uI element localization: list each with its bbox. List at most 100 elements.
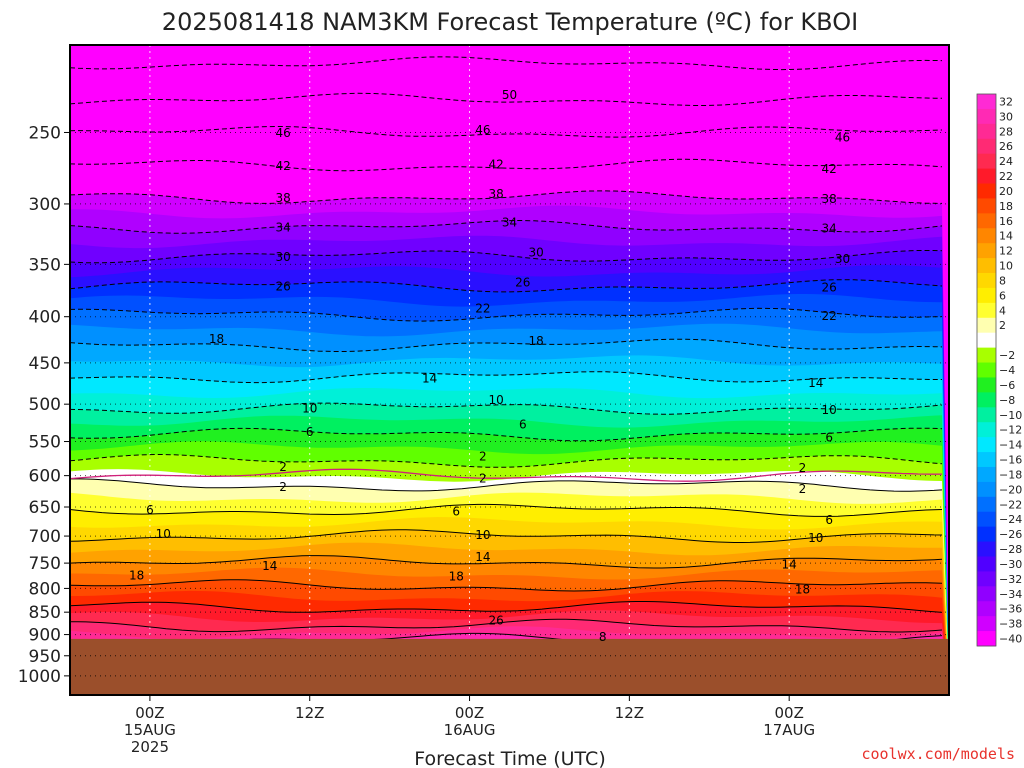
contour-label: 2 xyxy=(479,450,487,464)
credit-link[interactable]: coolwx.com/models xyxy=(861,745,1015,763)
colorbar-swatch xyxy=(977,243,996,259)
isotherm-line xyxy=(70,190,943,204)
plot-frame xyxy=(69,44,950,696)
colorbar-label: −38 xyxy=(999,618,1022,631)
y-tick-label: 700 xyxy=(29,527,61,547)
ground-mask xyxy=(70,638,949,695)
contour-label: 8 xyxy=(599,630,607,644)
x-tick-label: 12Z xyxy=(295,704,324,722)
contour-label: 30 xyxy=(528,245,543,259)
colorbar-swatch xyxy=(977,586,996,602)
contour-label: 10 xyxy=(156,527,171,541)
colorbar-label: −10 xyxy=(999,409,1022,422)
colorbar-swatch xyxy=(977,407,996,423)
contour-label: 18 xyxy=(449,569,464,583)
x-tick-label: 16AUG xyxy=(444,721,496,739)
y-axis: 250 300 350 400 450 500 550 600 650 700 750 800 850 9… xyxy=(18,123,70,687)
colorbar-label: −20 xyxy=(999,483,1022,496)
contour-label: 6 xyxy=(519,418,527,432)
contour-label: 34 xyxy=(275,220,290,234)
colorbar-swatch xyxy=(977,362,996,378)
x-axis-label: Forecast Time (UTC) xyxy=(414,748,605,768)
isotherm-line xyxy=(70,601,943,613)
contour-label: 42 xyxy=(489,158,504,172)
contour-label: 42 xyxy=(275,159,290,173)
contour-label: 46 xyxy=(475,123,490,137)
isotherm-line xyxy=(70,158,943,172)
colorbar-label: −16 xyxy=(999,454,1022,467)
colorbar-swatch xyxy=(977,422,996,438)
y-tick-label: 550 xyxy=(29,433,61,453)
contour-label: 26 xyxy=(821,281,836,295)
colorbar-swatch xyxy=(977,108,996,125)
y-tick-label: 600 xyxy=(29,467,61,487)
colorbar-swatch xyxy=(977,452,996,468)
freezing-line xyxy=(70,468,943,482)
colorbar-label: 22 xyxy=(999,170,1013,183)
y-tick-label: 650 xyxy=(29,498,61,518)
colorbar-label: 32 xyxy=(999,96,1013,109)
colorbar-swatch xyxy=(977,123,996,140)
colorbar-swatch xyxy=(977,481,996,498)
contour-label: 6 xyxy=(306,425,314,439)
contour-label: 46 xyxy=(835,131,850,145)
contour-label: 50 xyxy=(502,88,517,102)
colorbar-label: 20 xyxy=(999,185,1013,198)
isotherm-line xyxy=(70,338,943,352)
contour-label: 6 xyxy=(825,513,833,527)
isotherm-contours xyxy=(70,56,943,647)
contour-label: 34 xyxy=(821,222,836,236)
contour-label: 18 xyxy=(129,568,144,582)
colorbar-swatch xyxy=(977,631,996,647)
contour-label: 2 xyxy=(279,460,287,474)
x-tick-label: 17AUG xyxy=(763,721,815,739)
y-tick-label: 350 xyxy=(29,255,61,275)
isotherm-line xyxy=(70,219,943,234)
contour-label: 2 xyxy=(799,482,807,496)
isotherm-line xyxy=(70,56,943,71)
colorbar-swatch xyxy=(977,153,996,169)
isotherm-line xyxy=(70,371,942,384)
isotherm-line xyxy=(70,579,943,592)
colorbar-swatch xyxy=(977,138,996,155)
colorbar-swatch xyxy=(977,511,996,528)
isotherm-line xyxy=(70,402,943,415)
contour-label: 26 xyxy=(275,280,290,294)
grid xyxy=(70,45,949,695)
x-tick-label: 15AUG xyxy=(124,721,176,739)
x-tick-label: 2025 xyxy=(131,738,169,756)
colorbar-swatch xyxy=(977,168,996,184)
contour-label: 18 xyxy=(795,582,810,596)
colorbar-label: −8 xyxy=(999,394,1015,407)
isotherm-line xyxy=(70,478,943,492)
x-tick-label: 12Z xyxy=(615,704,644,722)
colorbar-label: −30 xyxy=(999,558,1022,571)
colorbar-label: −24 xyxy=(999,513,1022,526)
colorbar-swatch xyxy=(977,273,996,289)
contour-label: 26 xyxy=(515,275,530,289)
colorbar-label: 8 xyxy=(999,275,1006,288)
colorbar-swatch xyxy=(977,496,996,513)
colorbar-swatch xyxy=(977,526,996,542)
colorbar-label: −28 xyxy=(999,543,1022,556)
y-tick-label: 450 xyxy=(29,354,61,374)
isotherm-line xyxy=(70,92,943,106)
contour-label: 6 xyxy=(825,431,833,445)
contour-label: 14 xyxy=(475,550,490,564)
colorbar-label: 2 xyxy=(999,319,1006,332)
contour-label: 38 xyxy=(489,187,504,201)
colorbar-label: −36 xyxy=(999,603,1022,616)
contour-label: 18 xyxy=(209,332,224,346)
contour-label: 14 xyxy=(422,372,437,386)
contour-label: 2 xyxy=(279,480,287,494)
y-tick-label: 400 xyxy=(29,308,61,328)
colorbar-label: −34 xyxy=(999,588,1022,601)
y-tick-label: 500 xyxy=(29,395,61,415)
isotherm-line xyxy=(70,503,943,517)
contour-label: 26 xyxy=(489,613,504,627)
contour-label: 30 xyxy=(275,250,290,264)
y-tick-label: 1000 xyxy=(18,667,61,687)
